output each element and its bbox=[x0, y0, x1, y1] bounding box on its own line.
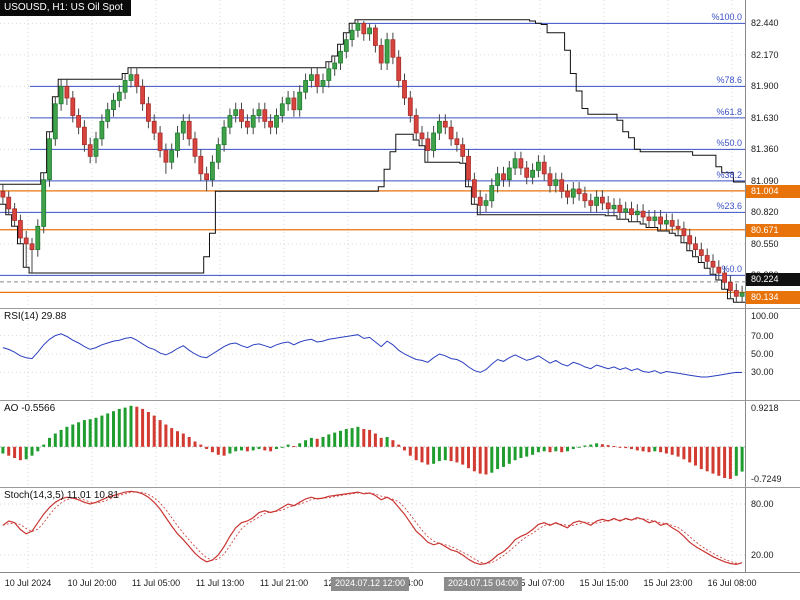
rsi-axis-label: 70.00 bbox=[751, 330, 774, 341]
price-axis-label: 81.630 bbox=[751, 112, 779, 123]
panel-separator[interactable] bbox=[0, 487, 800, 488]
time-tick-label: 11 Jul 21:00 bbox=[259, 578, 309, 588]
rsi-axis-label: 30.00 bbox=[751, 367, 774, 378]
price-axis-label: 80.550 bbox=[751, 238, 779, 249]
price-badge: 81.004 bbox=[746, 184, 800, 198]
price-badge: 80.671 bbox=[746, 223, 800, 237]
price-badge: 80.224 bbox=[746, 272, 800, 286]
stoch-axis-label: 20.00 bbox=[751, 550, 774, 560]
panel-separator[interactable] bbox=[0, 308, 800, 309]
price-badge: 80.134 bbox=[746, 291, 800, 305]
time-marker-badge: 2024.07.12 12:00 bbox=[330, 577, 410, 591]
time-tick-label: 15 Jul 23:00 bbox=[643, 578, 693, 588]
price-axis-label: 80.820 bbox=[751, 207, 779, 218]
chart-title: USOUSD, H1: US Oil Spot bbox=[0, 0, 131, 16]
time-tick-label: 15 Jul 07:00 bbox=[515, 578, 565, 588]
time-axis[interactable]: 10 Jul 2024 10 Jul 20:00 11 Jul 05:00 11 Ju… bbox=[0, 572, 800, 600]
rsi-label: RSI(14) 29.88 bbox=[4, 311, 67, 322]
price-axis-label: 82.170 bbox=[751, 49, 779, 60]
time-tick-label: 11 Jul 13:00 bbox=[195, 578, 245, 588]
time-tick-label: 16 Jul 08:00 bbox=[707, 578, 757, 588]
ao-indicator-panel[interactable] bbox=[0, 400, 745, 487]
time-tick-label: 14:00 bbox=[400, 578, 424, 588]
time-tick-label: 11 Jul 05:00 bbox=[131, 578, 181, 588]
price-axis[interactable]: 82.440 82.170 81.900 81.630 81.360 81.090 80.8… bbox=[745, 0, 800, 572]
stoch-axis-label: 80.00 bbox=[751, 499, 774, 509]
rsi-axis-label: 50.00 bbox=[751, 349, 774, 359]
time-tick-label: 10 Jul 2024 bbox=[4, 578, 52, 588]
stoch-indicator-panel[interactable] bbox=[0, 487, 745, 572]
ao-axis-label: -0.7249 bbox=[751, 474, 782, 485]
time-tick-label: 10 Jul 20:00 bbox=[67, 578, 117, 588]
time-tick-label: 15 Jul 15:00 bbox=[579, 578, 629, 588]
main-price-chart[interactable] bbox=[0, 0, 745, 308]
time-marker-badge: 2024.07.15 04:00 bbox=[443, 577, 523, 591]
price-axis-label: 82.440 bbox=[751, 18, 779, 29]
stoch-label: Stoch(14,3,5) 11.01 10.81 bbox=[4, 490, 119, 501]
price-axis-label: 81.360 bbox=[751, 144, 779, 155]
ao-label: AO -0.5566 bbox=[4, 403, 56, 414]
rsi-axis-label: 100.00 bbox=[751, 311, 779, 321]
price-axis-label: 81.900 bbox=[751, 81, 779, 92]
ao-axis-label: 0.9218 bbox=[751, 403, 779, 413]
price-axis-label: 81.090 bbox=[751, 175, 779, 186]
rsi-indicator-panel[interactable] bbox=[0, 308, 745, 400]
panel-separator[interactable] bbox=[0, 400, 800, 401]
